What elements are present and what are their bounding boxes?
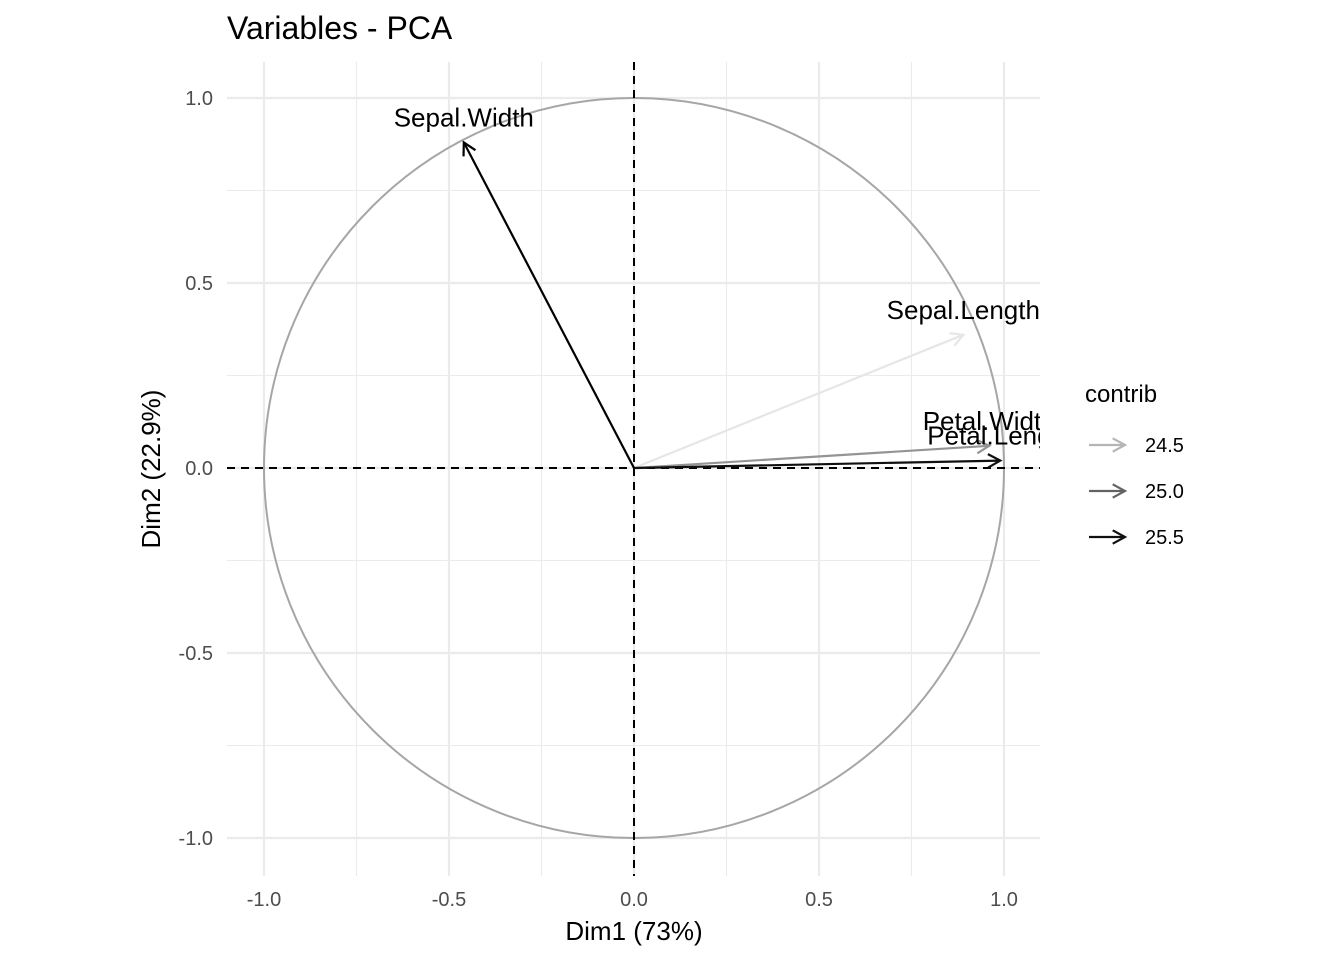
x-tick-label: 0.0: [620, 889, 648, 911]
y-axis-ticks: -1.0 -0.5 0.0 0.5 1.0: [179, 88, 213, 850]
legend-label: 25.5: [1145, 527, 1184, 549]
legend-title: contrib: [1085, 381, 1157, 408]
variable-labels: Sepal.Width Sepal.Length Petal.WidthPetal.…: [394, 102, 1073, 451]
arrow-sepal-length: [633, 332, 966, 470]
label-sepal-width: Sepal.Width: [394, 102, 534, 132]
legend-arrow-head: [1112, 529, 1128, 545]
chart-title: Variables - PCA: [227, 10, 453, 46]
arrow-head: [949, 332, 966, 347]
arrow-petal-length: [633, 453, 1003, 470]
legend-key: [1089, 529, 1128, 545]
arrow-sepal-width: [462, 140, 635, 469]
arrow-shaft: [633, 459, 1001, 470]
arrow-shaft: [633, 333, 964, 470]
legend-key: [1089, 483, 1128, 499]
y-tick-label: 1.0: [185, 88, 213, 110]
legend-key: [1089, 437, 1128, 453]
y-tick-label: 0.0: [185, 458, 213, 480]
arrow-shaft: [462, 141, 635, 469]
x-tick-label: 0.5: [805, 889, 833, 911]
x-axis-ticks: -1.0 -0.5 0.0 0.5 1.0: [247, 889, 1018, 911]
label-petal-length: Petal.Length: [927, 421, 1073, 451]
y-tick-label: -0.5: [179, 643, 213, 665]
label-sepal-length: Sepal.Length: [887, 295, 1040, 325]
x-tick-label: -0.5: [432, 889, 466, 911]
y-tick-label: -1.0: [179, 828, 213, 850]
legend-arrow-head: [1112, 483, 1128, 499]
arrow-petal-width: [633, 438, 992, 470]
x-axis-title: Dim1 (73%): [565, 916, 702, 946]
y-axis-title: Dim2 (22.9%): [136, 390, 166, 549]
legend-arrow-head: [1112, 437, 1128, 453]
y-tick-label: 0.5: [185, 273, 213, 295]
variable-arrows: [462, 140, 1003, 470]
x-tick-label: 1.0: [990, 889, 1018, 911]
arrow-head: [987, 453, 1003, 469]
arrow-head: [462, 140, 477, 157]
label-petal-width: Petal.Width: [923, 406, 1056, 436]
x-tick-label: -1.0: [247, 889, 281, 911]
legend: contrib 24.5 25.0 25.5: [1085, 381, 1184, 549]
arrow-shaft: [633, 444, 990, 470]
legend-label: 24.5: [1145, 435, 1184, 457]
legend-label: 25.0: [1145, 481, 1184, 503]
arrow-head: [976, 438, 992, 455]
